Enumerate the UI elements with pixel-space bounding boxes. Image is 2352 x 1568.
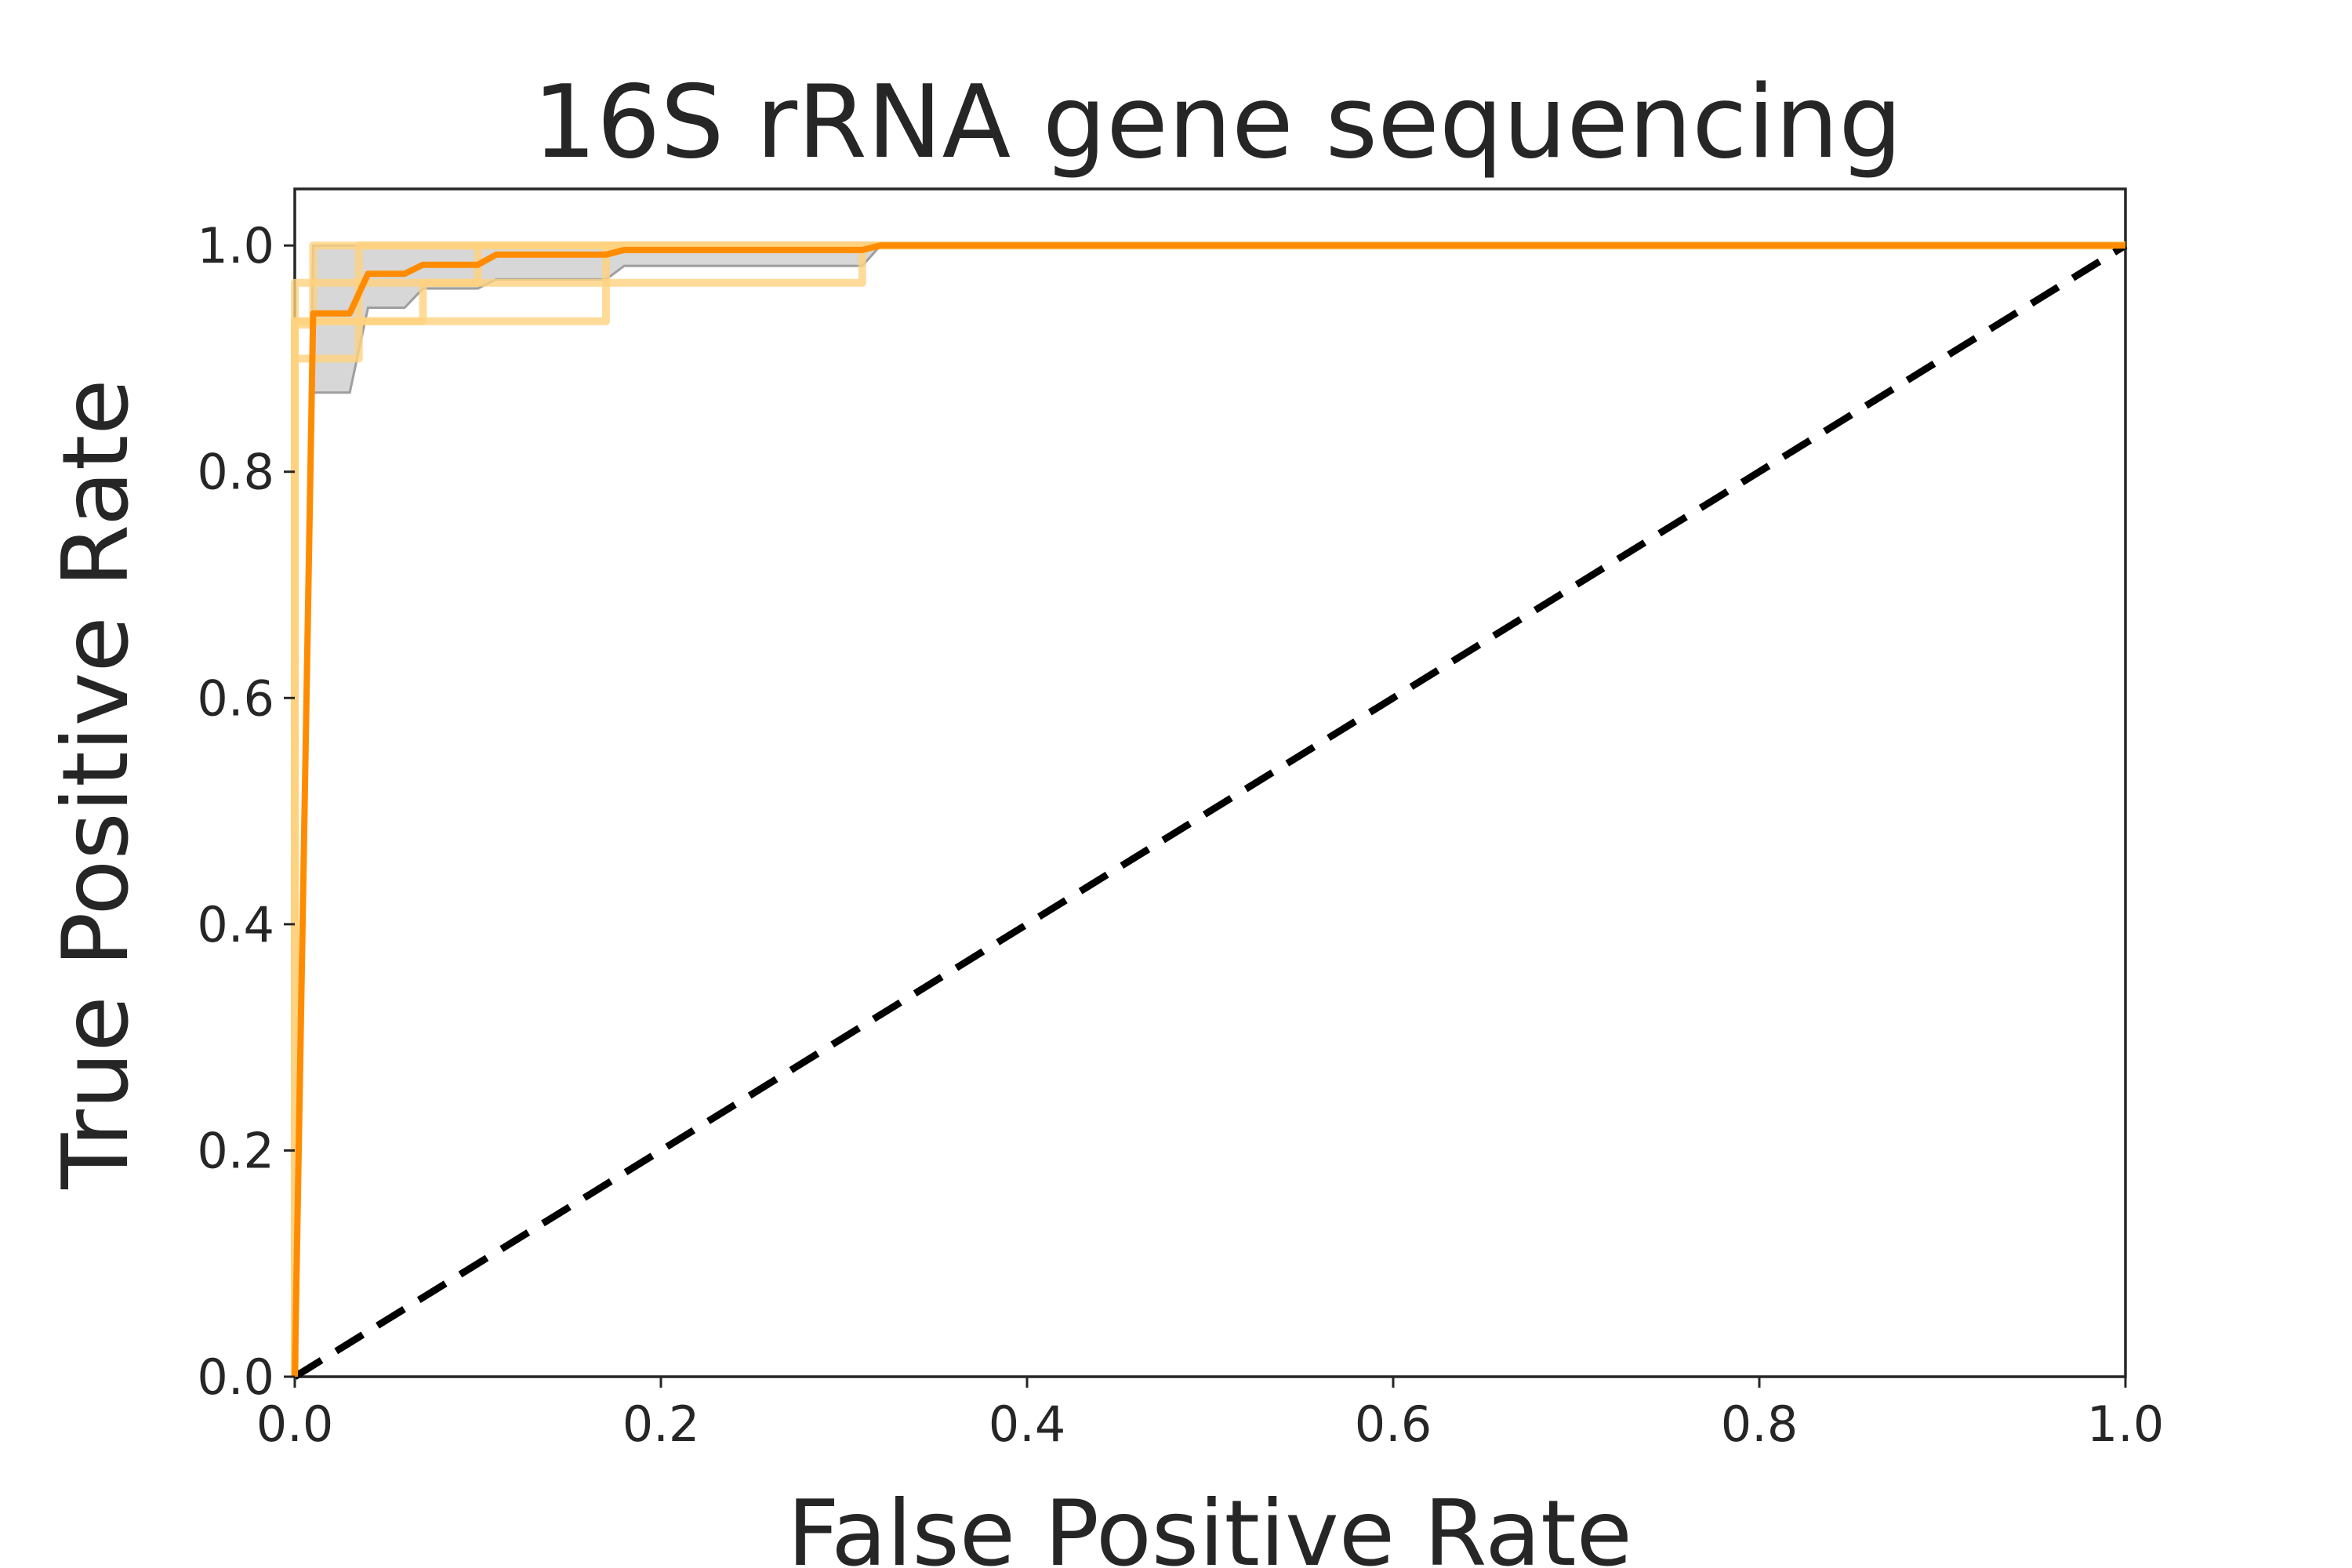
chance-diagonal-line <box>292 242 2128 1380</box>
x-tick-label: 0.6 <box>1355 1396 1432 1453</box>
mean-roc-curve <box>292 242 2125 1377</box>
x-tick-label: 0.8 <box>1721 1396 1798 1453</box>
y-tick-label: 0.0 <box>197 1348 274 1406</box>
x-tick-label: 1.0 <box>2087 1396 2165 1453</box>
y-axis-ticks: 0.0 0.2 0.4 0.6 0.8 1.0 <box>197 217 295 1406</box>
x-tick-label: 0.4 <box>989 1396 1066 1453</box>
y-tick-label: 0.8 <box>197 444 274 501</box>
y-tick-label: 1.0 <box>197 217 274 274</box>
y-tick-label: 0.6 <box>197 670 274 727</box>
x-axis-ticks: 0.0 0.2 0.4 0.6 0.8 1.0 <box>256 1377 2165 1453</box>
chart-title: 16S rRNA gene sequencing <box>533 64 1903 181</box>
x-tick-label: 0.2 <box>622 1396 700 1453</box>
y-tick-label: 0.2 <box>197 1122 274 1179</box>
x-tick-label: 0.0 <box>256 1396 334 1453</box>
mean-curve-layer <box>292 242 2125 1377</box>
y-axis-label: True Positive Rate <box>43 379 149 1189</box>
chance-line-layer <box>292 242 2128 1380</box>
plot-frame <box>293 187 2127 1378</box>
x-axis-label: False Positive Rate <box>787 1481 1632 1568</box>
y-tick-label: 0.4 <box>197 896 274 953</box>
